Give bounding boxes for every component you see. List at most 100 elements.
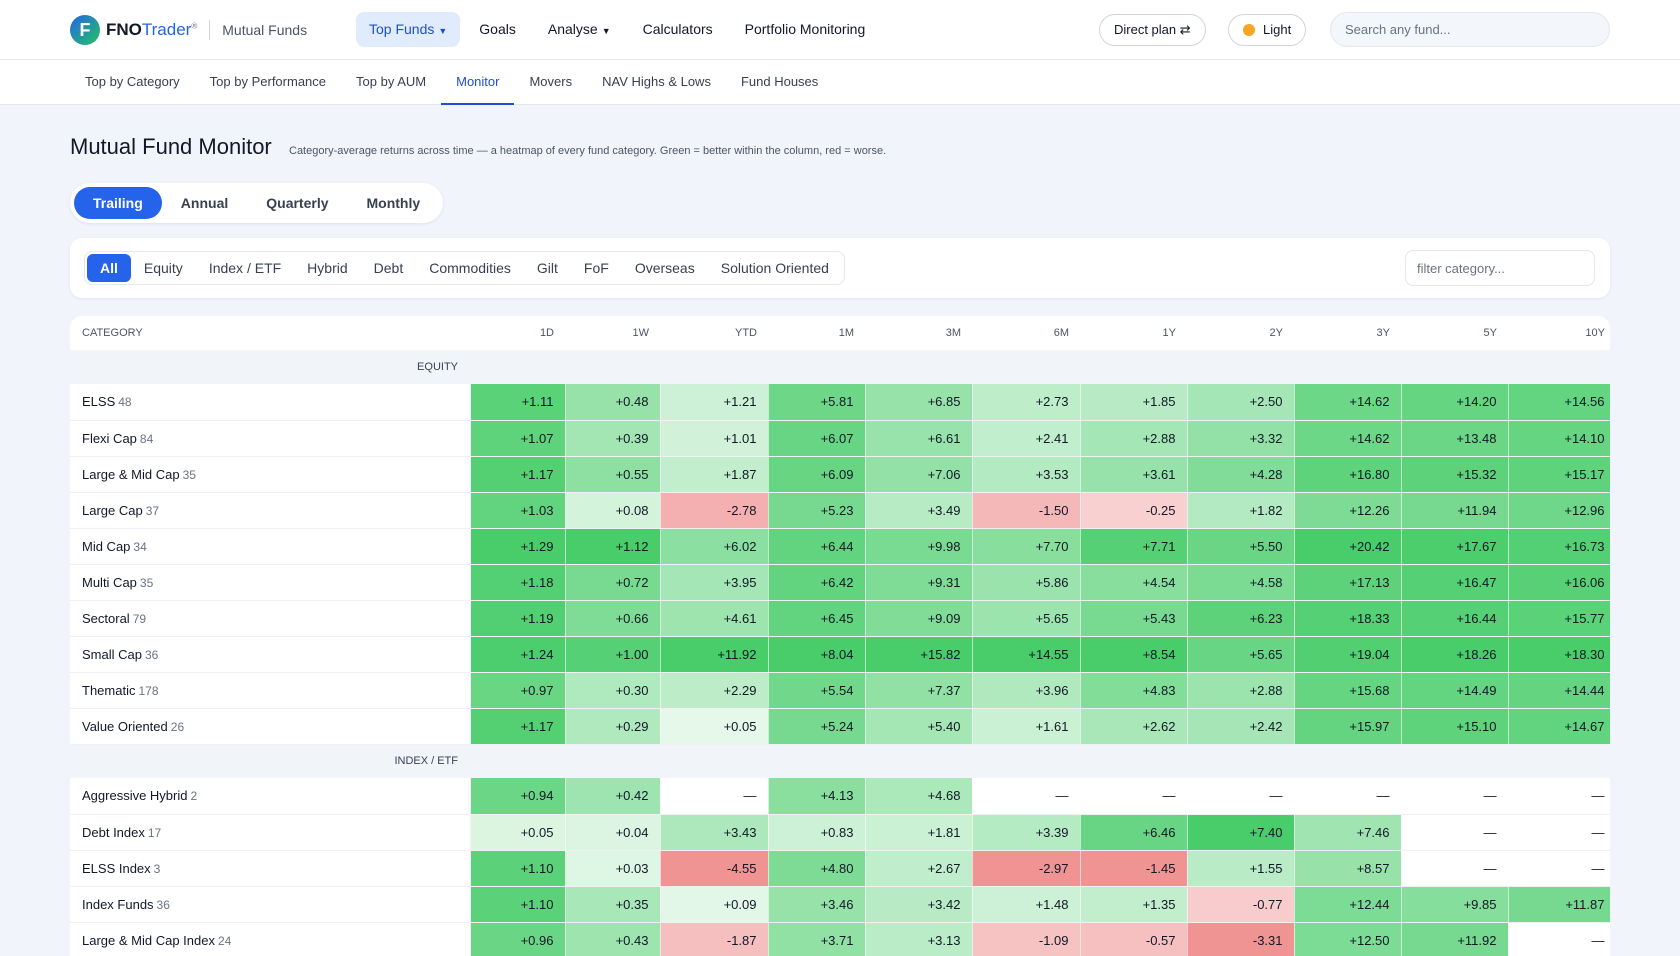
- subnav-tab-top-by-category[interactable]: Top by Category: [85, 74, 180, 89]
- table-header-row: CATEGORY 1D 1W YTD 1M 3M 6M 1Y 2Y 3Y 5Y 10Y: [70, 316, 1610, 350]
- logo-mark-icon: F: [70, 15, 100, 45]
- theme-toggle-button[interactable]: Light: [1228, 14, 1307, 46]
- table-row[interactable]: Index Funds 36 +1.10 +0.35 +0.09 +3.46 +3.42 +1…: [70, 886, 1610, 923]
- sun-icon: [1243, 24, 1255, 36]
- category-name-cell[interactable]: Aggressive Hybrid 2: [70, 778, 471, 815]
- fund-count: 24: [217, 933, 232, 948]
- column-header-3y[interactable]: 3Y: [1376, 327, 1390, 339]
- column-header-1y[interactable]: 1Y: [1162, 327, 1176, 339]
- category-chip-fof[interactable]: FoF: [583, 260, 609, 276]
- category-chip-commodities[interactable]: Commodities: [429, 260, 511, 276]
- column-header-ytd[interactable]: YTD: [735, 327, 757, 339]
- table-row[interactable]: Thematic 178 +0.97 +0.30 +2.29 +5.54 +7.37 +3.9…: [70, 672, 1610, 709]
- category-name-cell[interactable]: Index Funds 36: [70, 886, 471, 923]
- return-cell-1y: -1.45: [1080, 850, 1188, 887]
- table-row[interactable]: Mid Cap 34 +1.29 +1.12 +6.02 +6.44 +9.98 +7.70 +…: [70, 528, 1610, 565]
- category-name-cell[interactable]: Flexi Cap 84: [70, 420, 471, 457]
- table-row[interactable]: Aggressive Hybrid 2 +0.94 +0.42— +4.13 +4.68—…: [70, 778, 1610, 815]
- table-row[interactable]: Small Cap 36 +1.24 +1.00 +11.92 +8.04 +15.82 +1…: [70, 636, 1610, 673]
- return-cell-10y: —: [1508, 850, 1610, 887]
- nav-item-top-funds[interactable]: Top Funds ▼: [356, 12, 461, 47]
- subnav-tab-fund-houses[interactable]: Fund Houses: [740, 74, 819, 89]
- category-name-cell[interactable]: Sectoral 79: [70, 600, 471, 637]
- category-name: Value Oriented: [82, 718, 168, 734]
- return-cell-6m: -1.09: [972, 922, 1081, 956]
- category-name-cell[interactable]: ELSS Index 3: [70, 850, 471, 887]
- column-header-category[interactable]: CATEGORY: [82, 327, 143, 339]
- category-name-cell[interactable]: Large & Mid Cap 35: [70, 456, 471, 493]
- category-name: Small Cap: [82, 646, 142, 662]
- fund-search-input[interactable]: [1330, 12, 1610, 47]
- category-name-cell[interactable]: Thematic 178: [70, 672, 471, 709]
- return-cell-1d: +1.18: [470, 564, 566, 601]
- column-header-1d[interactable]: 1D: [539, 327, 554, 339]
- brand-logo[interactable]: F FNOTrader® Mutual Funds: [70, 15, 307, 45]
- table-row[interactable]: ELSS Index 3 +1.10 +0.03 -4.55 +4.80 +2.67 -2.9…: [70, 850, 1610, 887]
- nav-item-portfolio-monitoring[interactable]: Portfolio Monitoring: [732, 12, 879, 47]
- column-header-2y[interactable]: 2Y: [1269, 327, 1283, 339]
- column-header-1m[interactable]: 1M: [838, 327, 854, 339]
- subnav-tab-monitor[interactable]: Monitor: [441, 60, 515, 105]
- table-row[interactable]: Debt Index 17 +0.05 +0.04 +3.43 +0.83 +1.81 +3.…: [70, 814, 1610, 851]
- category-name-cell[interactable]: Large Cap 37: [70, 492, 471, 529]
- category-name-cell[interactable]: Large & Mid Cap Index 24: [70, 922, 471, 956]
- table-row[interactable]: Flexi Cap 84 +1.07 +0.39 +1.01 +6.07 +6.61 +2.4…: [70, 420, 1610, 457]
- category-chip-gilt[interactable]: Gilt: [536, 260, 558, 276]
- table-row[interactable]: Large & Mid Cap Index 24 +0.96 +0.43 -1.87 +3…: [70, 922, 1610, 956]
- table-row[interactable]: Large Cap 37 +1.03 +0.08 -2.78 +5.23 +3.49 -1.5…: [70, 492, 1610, 529]
- category-name-cell[interactable]: Value Oriented 26: [70, 708, 471, 745]
- category-chip-equity[interactable]: Equity: [143, 260, 183, 276]
- table-row[interactable]: Value Oriented 26 +1.17 +0.29 +0.05 +5.24 +5.4…: [70, 708, 1610, 745]
- subnav-tab-movers[interactable]: Movers: [529, 74, 573, 89]
- return-cell-1d: +1.03: [470, 492, 566, 529]
- period-tab-monthly[interactable]: Monthly: [366, 195, 421, 211]
- period-tab-quarterly[interactable]: Quarterly: [266, 195, 329, 211]
- column-header-6m[interactable]: 6M: [1053, 327, 1069, 339]
- category-chip-overseas[interactable]: Overseas: [634, 260, 695, 276]
- subnav-tab-nav-highs-lows[interactable]: NAV Highs & Lows: [602, 74, 711, 89]
- group-label: EQUITY: [70, 350, 470, 384]
- return-cell-ytd: +6.02: [660, 528, 769, 565]
- category-name-cell[interactable]: Mid Cap 34: [70, 528, 471, 565]
- column-header-10y[interactable]: 10Y: [1585, 327, 1605, 339]
- category-name-cell[interactable]: ELSS 48: [70, 384, 471, 421]
- return-cell-3m: +3.49: [865, 492, 973, 529]
- return-cell-3y: +14.62: [1294, 384, 1402, 421]
- return-cell-1y: —: [1080, 778, 1188, 815]
- category-chip-solution-oriented[interactable]: Solution Oriented: [720, 260, 829, 276]
- filter-category-input[interactable]: [1405, 250, 1595, 286]
- column-header-1w[interactable]: 1W: [632, 327, 650, 339]
- nav-item-analyse[interactable]: Analyse ▼: [535, 12, 624, 47]
- column-header-3m[interactable]: 3M: [945, 327, 961, 339]
- return-cell-3y: +15.97: [1294, 708, 1402, 745]
- return-cell-6m: —: [972, 778, 1081, 815]
- category-chip-debt[interactable]: Debt: [373, 260, 404, 276]
- caret-down-icon: ▼: [601, 26, 611, 36]
- return-cell-1d: +1.11: [470, 384, 566, 421]
- subnav-tab-top-by-aum[interactable]: Top by AUM: [356, 74, 427, 89]
- return-cell-6m: +7.70: [972, 528, 1081, 565]
- group-spacer-cell: [1508, 350, 1610, 384]
- category-chip-index-etf[interactable]: Index / ETF: [208, 260, 282, 276]
- category-chip-all[interactable]: All: [87, 254, 131, 282]
- nav-item-goals[interactable]: Goals: [466, 12, 529, 47]
- return-cell-1y: +8.54: [1080, 636, 1188, 673]
- return-cell-3m: +9.31: [865, 564, 973, 601]
- table-row[interactable]: Large & Mid Cap 35 +1.17 +0.55 +1.87 +6.09 +7.…: [70, 456, 1610, 493]
- period-tab-annual[interactable]: Annual: [180, 195, 229, 211]
- subnav-tab-top-by-performance[interactable]: Top by Performance: [209, 74, 327, 89]
- table-row[interactable]: ELSS 48 +1.11 +0.48 +1.21 +5.81 +6.85 +2.73 +1.8…: [70, 384, 1610, 421]
- category-chip-hybrid[interactable]: Hybrid: [307, 260, 348, 276]
- table-row[interactable]: Sectoral 79 +1.19 +0.66 +4.61 +6.45 +9.09 +5.65…: [70, 600, 1610, 637]
- brand-name: FNOTrader®: [106, 20, 198, 39]
- return-cell-1y: +7.71: [1080, 528, 1188, 565]
- nav-item-calculators[interactable]: Calculators: [630, 12, 726, 47]
- column-header-5y[interactable]: 5Y: [1483, 327, 1497, 339]
- table-row[interactable]: Multi Cap 35 +1.18 +0.72 +3.95 +6.42 +9.31 +5.8…: [70, 564, 1610, 601]
- category-name-cell[interactable]: Small Cap 36: [70, 636, 471, 673]
- plan-toggle-button[interactable]: Direct plan ⇄: [1099, 14, 1206, 46]
- return-cell-1w: +0.48: [565, 384, 661, 421]
- period-tab-trailing[interactable]: Trailing: [74, 187, 162, 219]
- category-name-cell[interactable]: Multi Cap 35: [70, 564, 471, 601]
- category-name-cell[interactable]: Debt Index 17: [70, 814, 471, 851]
